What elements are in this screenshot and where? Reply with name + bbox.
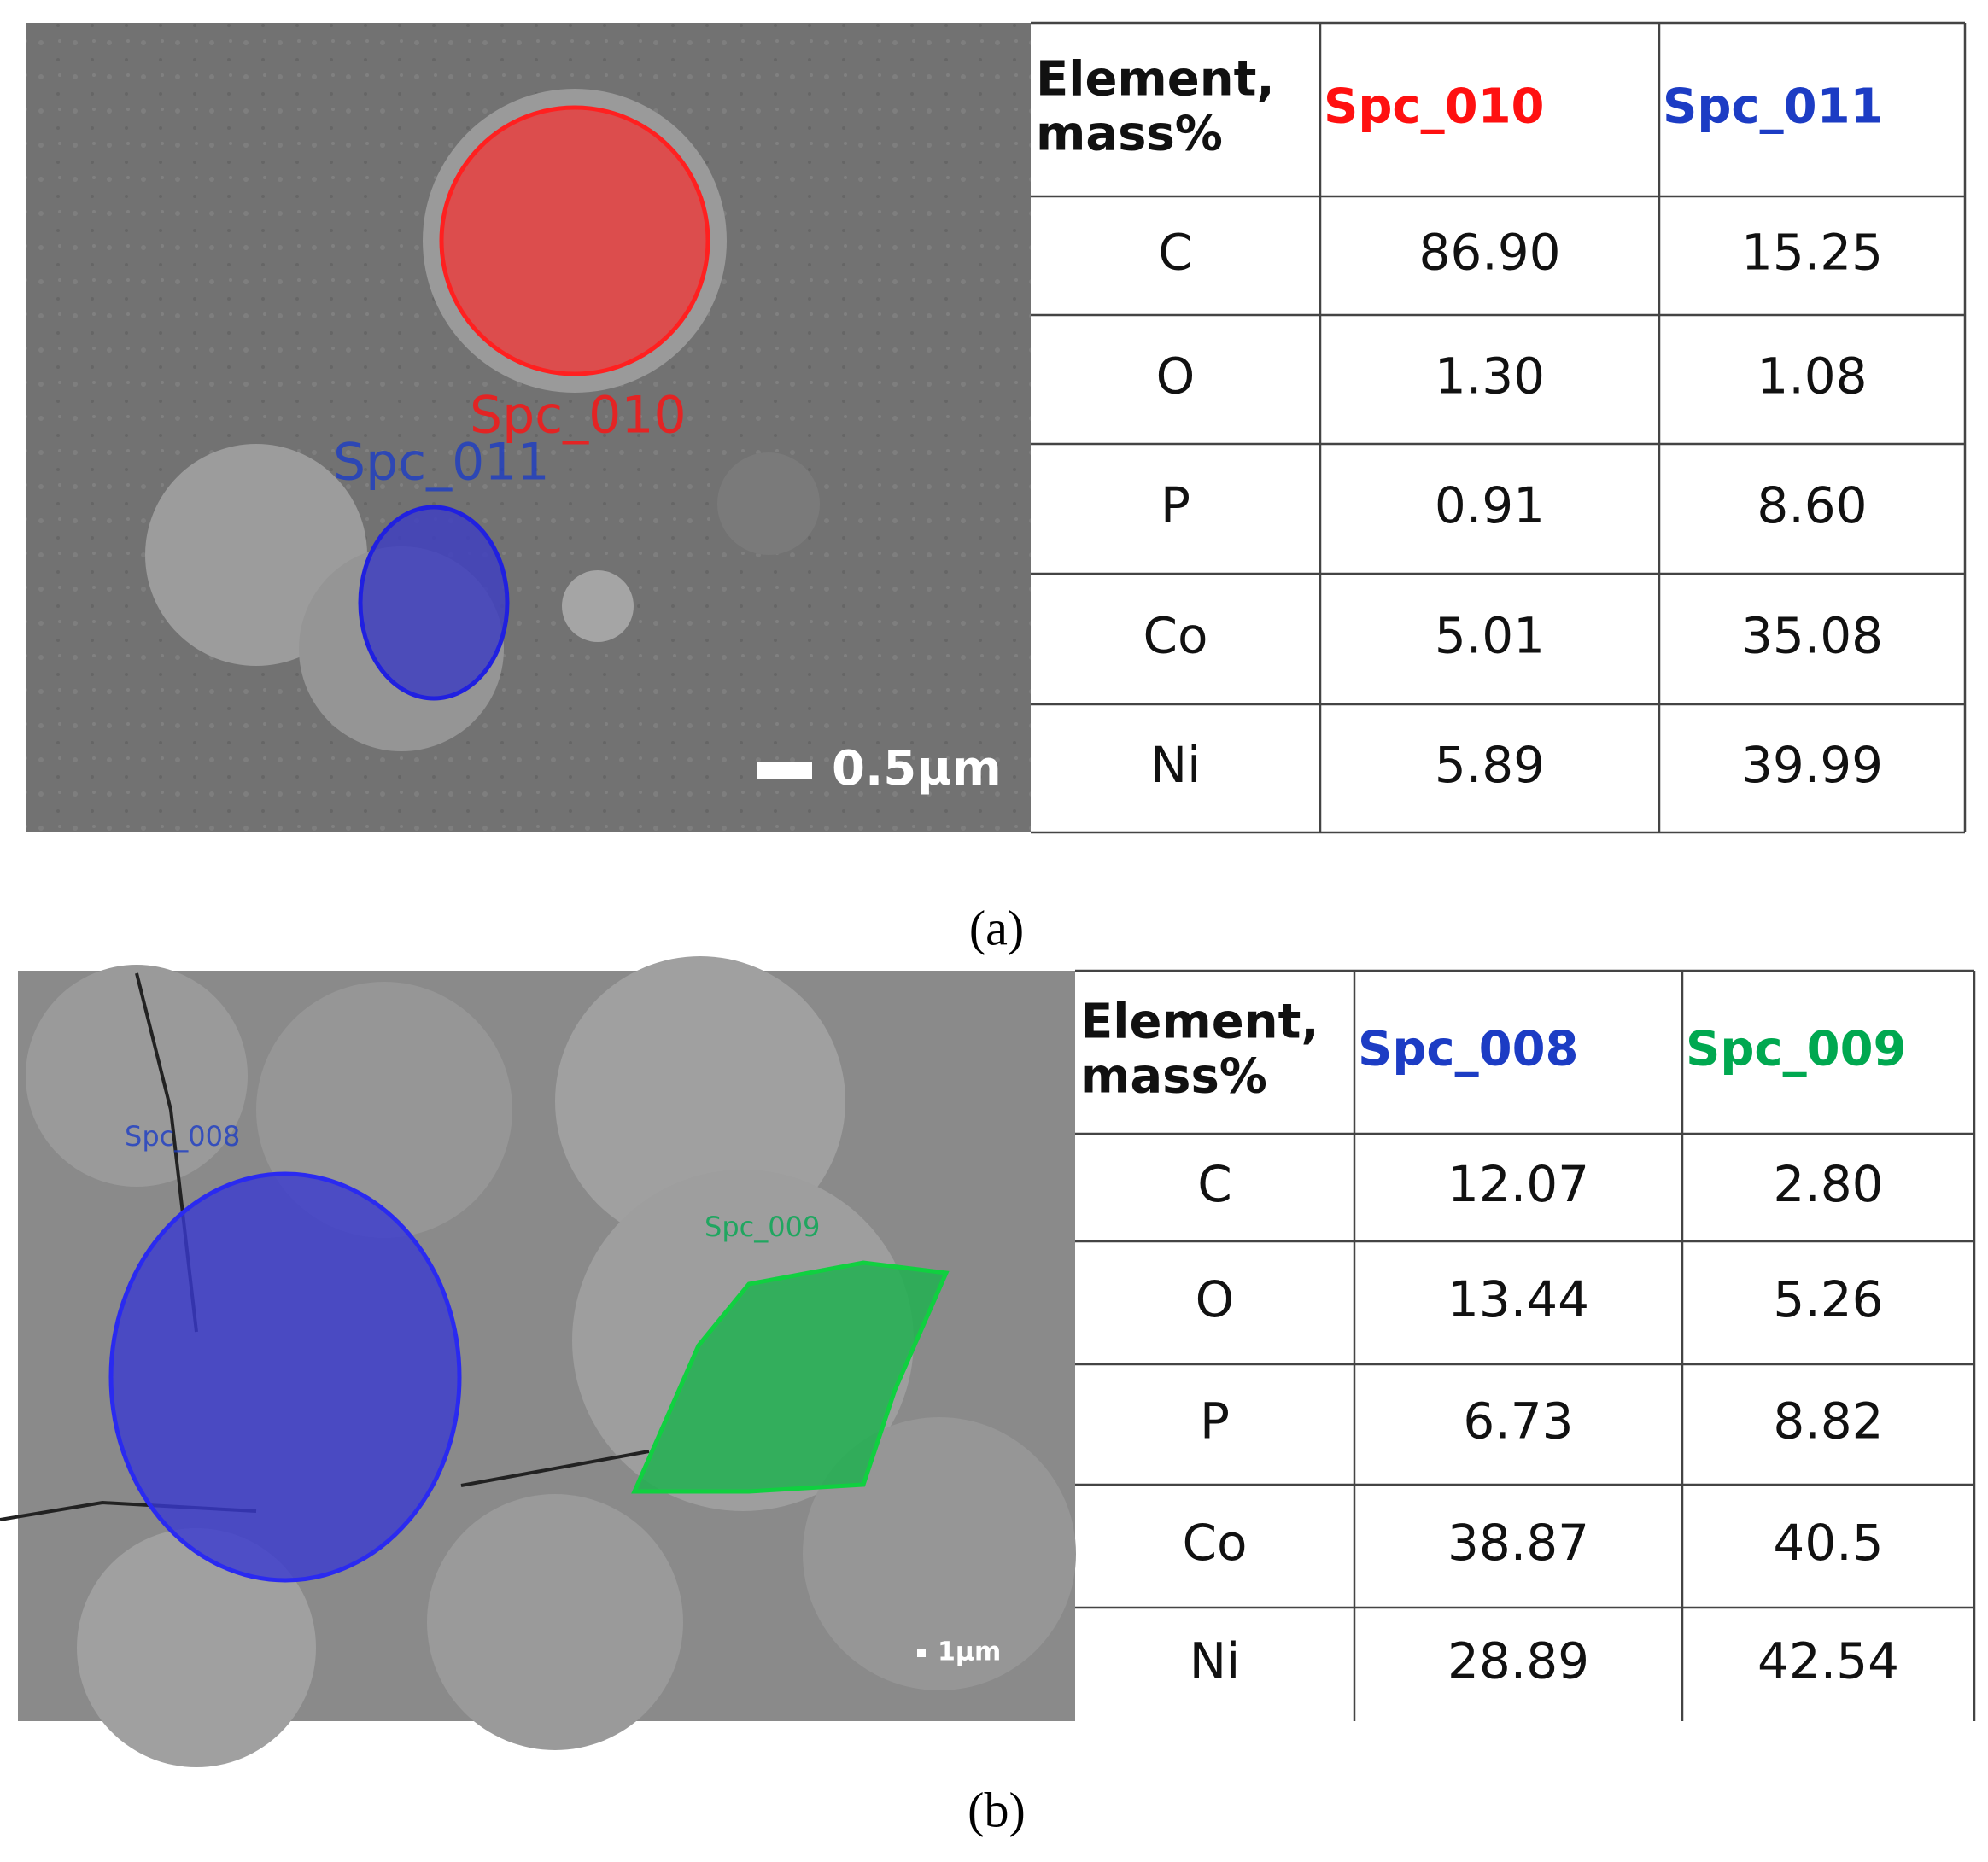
mass-percent: 39.99 bbox=[1741, 736, 1883, 794]
panel-caption: (b) bbox=[968, 1782, 1026, 1837]
sem-image-a bbox=[26, 23, 1031, 832]
mass-percent: 5.89 bbox=[1435, 736, 1545, 794]
element-name: P bbox=[1200, 1392, 1230, 1450]
element-name: Ni bbox=[1190, 1632, 1241, 1690]
element-name: Co bbox=[1183, 1514, 1248, 1572]
scale-bar-label: 0.5µm bbox=[832, 741, 1002, 797]
mass-percent: 86.90 bbox=[1418, 224, 1560, 282]
mass-percent: 8.82 bbox=[1773, 1392, 1883, 1450]
mass-percent: 0.91 bbox=[1435, 476, 1545, 534]
spectrum-label: Spc_008 bbox=[125, 1120, 240, 1153]
spectrum-label: Spc_010 bbox=[470, 386, 687, 446]
spectrum-label: Spc_011 bbox=[333, 433, 550, 493]
element-name: Co bbox=[1143, 607, 1208, 665]
element-name: P bbox=[1161, 476, 1190, 534]
mass-percent: 38.87 bbox=[1447, 1514, 1589, 1572]
mass-percent: 1.30 bbox=[1435, 347, 1545, 406]
mass-percent: 1.08 bbox=[1757, 347, 1867, 406]
column-header: Spc_011 bbox=[1663, 79, 1884, 135]
column-header: Spc_009 bbox=[1686, 1022, 1907, 1077]
mass-percent: 13.44 bbox=[1447, 1270, 1589, 1328]
element-name: C bbox=[1158, 224, 1193, 282]
element-name: Ni bbox=[1150, 736, 1202, 794]
scale-bar-label: 1µm bbox=[938, 1637, 1001, 1667]
row-header: Element, bbox=[1036, 52, 1275, 108]
mass-percent: 42.54 bbox=[1757, 1632, 1899, 1690]
mass-percent: 5.26 bbox=[1773, 1270, 1883, 1328]
mass-percent: 28.89 bbox=[1447, 1632, 1589, 1690]
mass-percent: 15.25 bbox=[1741, 224, 1883, 282]
column-header: Spc_008 bbox=[1358, 1022, 1579, 1077]
spectrum-label: Spc_009 bbox=[705, 1211, 820, 1243]
mass-percent: 6.73 bbox=[1463, 1392, 1573, 1450]
mass-percent: 2.80 bbox=[1773, 1155, 1883, 1213]
row-header: mass% bbox=[1080, 1049, 1267, 1105]
mass-percent: 5.01 bbox=[1435, 607, 1545, 665]
mass-percent: 12.07 bbox=[1447, 1155, 1589, 1213]
element-name: C bbox=[1197, 1155, 1232, 1213]
mass-percent: 35.08 bbox=[1741, 607, 1883, 665]
element-name: O bbox=[1196, 1270, 1235, 1328]
panel-caption: (a) bbox=[969, 900, 1024, 955]
mass-percent: 8.60 bbox=[1757, 476, 1867, 534]
row-header: mass% bbox=[1036, 107, 1223, 162]
sem-image-b bbox=[0, 956, 1076, 1767]
element-name: O bbox=[1156, 347, 1196, 406]
mass-percent: 40.5 bbox=[1773, 1514, 1883, 1572]
row-header: Element, bbox=[1080, 995, 1319, 1050]
column-header: Spc_010 bbox=[1324, 79, 1545, 135]
